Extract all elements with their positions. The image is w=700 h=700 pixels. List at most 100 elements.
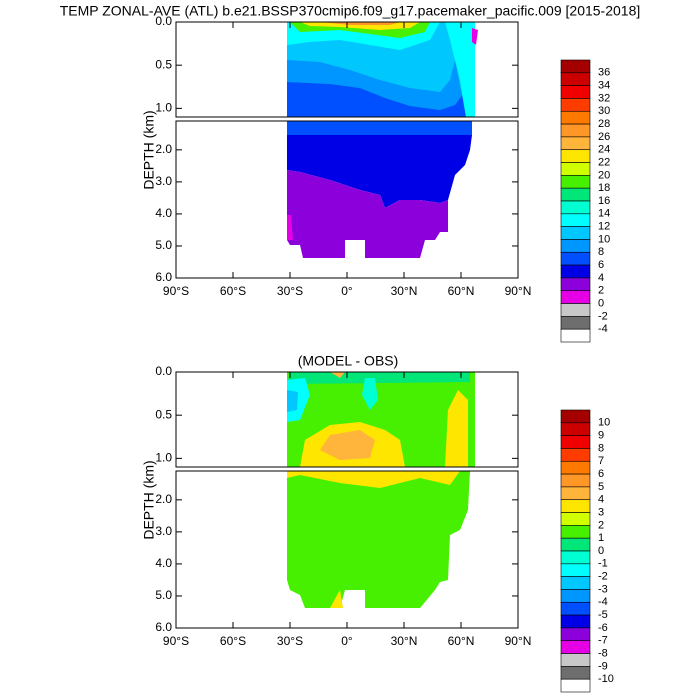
y-tick-label: 6.0 — [155, 620, 172, 634]
colorbar-label: -9 — [598, 660, 608, 672]
colorbar-box — [560, 251, 591, 266]
contour-fill-1 — [287, 22, 478, 258]
colorbar-label: 18 — [598, 182, 610, 194]
colorbar-box — [560, 226, 591, 240]
x-tick-label: 60°N — [448, 634, 475, 648]
y-tick-label: 0.0 — [155, 14, 172, 28]
region — [362, 378, 378, 410]
colorbar-box — [560, 627, 591, 642]
colorbar-box — [560, 213, 591, 227]
colorbar-box — [560, 136, 591, 151]
colorbar-box — [560, 666, 591, 680]
colorbar-label: -6 — [598, 622, 608, 634]
colorbar-box — [560, 187, 591, 202]
x-tick-label: 90°S — [163, 634, 189, 648]
colorbar-label: 5 — [598, 481, 604, 493]
colorbar-box — [560, 264, 591, 279]
colorbar-box — [560, 525, 591, 539]
colorbar-box — [560, 316, 591, 330]
colorbar-label: 12 — [598, 221, 610, 233]
y-tick-label: 0.5 — [155, 57, 172, 71]
colorbar-label: -5 — [598, 609, 608, 621]
region — [287, 471, 460, 488]
colorbar-label: 14 — [598, 208, 610, 220]
y-tick-label: 5.0 — [155, 238, 172, 252]
colorbar-box — [560, 601, 591, 616]
colorbar-label: 4 — [598, 272, 604, 284]
colorbar-box — [560, 72, 591, 86]
colorbar-box — [560, 448, 591, 462]
y-tick-label: 0.0 — [155, 364, 172, 378]
x-tick-label: 30°N — [391, 634, 418, 648]
region — [287, 378, 310, 422]
region — [330, 372, 345, 378]
x-tick-label: 30°S — [277, 284, 303, 298]
colorbar-box — [560, 162, 591, 176]
colorbar-label: 2 — [598, 285, 604, 297]
region — [287, 372, 470, 384]
x-tick-label: 60°S — [220, 284, 246, 298]
x-tick-label: 30°N — [391, 284, 418, 298]
colorbar-label: 24 — [598, 144, 610, 156]
region — [472, 28, 478, 45]
colorbar-box — [560, 563, 591, 577]
colorbar-label: -8 — [598, 647, 608, 659]
colorbar-label: 6 — [598, 259, 604, 271]
y-axis-label: DEPTH (km) — [141, 110, 157, 189]
colorbar-label: -1 — [598, 558, 608, 570]
y-tick-label: 4.0 — [155, 556, 172, 570]
colorbar-label: 6 — [598, 468, 604, 480]
colorbar-box — [560, 435, 591, 449]
colorbar-label: -2 — [598, 571, 608, 583]
region — [330, 590, 343, 608]
colorbar-label: 0 — [598, 545, 604, 557]
colorbar-label: 26 — [598, 131, 610, 143]
y-axis-label: DEPTH (km) — [141, 460, 157, 539]
region — [287, 390, 298, 412]
colorbar-box — [560, 277, 591, 292]
chart-title: (MODEL - OBS) — [298, 353, 399, 369]
colorbar-box — [560, 678, 591, 693]
colorbar-label: 20 — [598, 169, 610, 181]
colorbar-label: 1 — [598, 532, 604, 544]
colorbar-box — [560, 123, 591, 138]
colorbar-label: 10 — [598, 233, 610, 245]
colorbar-box — [560, 473, 591, 488]
colorbar-box — [560, 290, 591, 304]
colorbar-label: 8 — [598, 442, 604, 454]
colorbar-label: -4 — [598, 596, 608, 608]
colorbar-label: 36 — [598, 67, 610, 79]
y-tick-label: 1.0 — [155, 451, 172, 465]
x-tick-label: 90°S — [163, 284, 189, 298]
y-tick-label: 3.0 — [155, 524, 172, 538]
y-tick-label: 2.0 — [155, 492, 172, 506]
x-tick-label: 0° — [341, 634, 353, 648]
y-tick-label: 0.5 — [155, 407, 172, 421]
colorbar-box — [560, 653, 591, 667]
contour-fill-2 — [287, 372, 475, 608]
colorbar-box — [560, 537, 591, 552]
y-tick-label: 6.0 — [155, 270, 172, 284]
region — [445, 390, 468, 467]
colorbar-label: -3 — [598, 583, 608, 595]
colorbar-label: 3 — [598, 506, 604, 518]
region — [287, 135, 472, 208]
colorbar-box — [560, 486, 591, 501]
chart-title: TEMP ZONAL-AVE (ATL) b.e21.BSSP370cmip6.… — [60, 3, 641, 19]
colorbar-box — [560, 200, 591, 215]
region — [320, 430, 375, 460]
colorbar-label: 4 — [598, 494, 604, 506]
colorbar-box — [560, 640, 591, 654]
colorbar-box — [560, 175, 591, 189]
colorbar-label: -10 — [598, 673, 614, 685]
region — [287, 170, 448, 258]
colorbar-label: 7 — [598, 455, 604, 467]
colorbar-label: 22 — [598, 156, 610, 168]
colorbar-box — [560, 589, 591, 603]
colorbar-box — [560, 460, 591, 475]
y-tick-label: 4.0 — [155, 206, 172, 220]
y-tick-label: 3.0 — [155, 174, 172, 188]
colorbar-box — [560, 59, 591, 74]
colorbar-box — [560, 328, 591, 343]
colorbar-label: 28 — [598, 118, 610, 130]
